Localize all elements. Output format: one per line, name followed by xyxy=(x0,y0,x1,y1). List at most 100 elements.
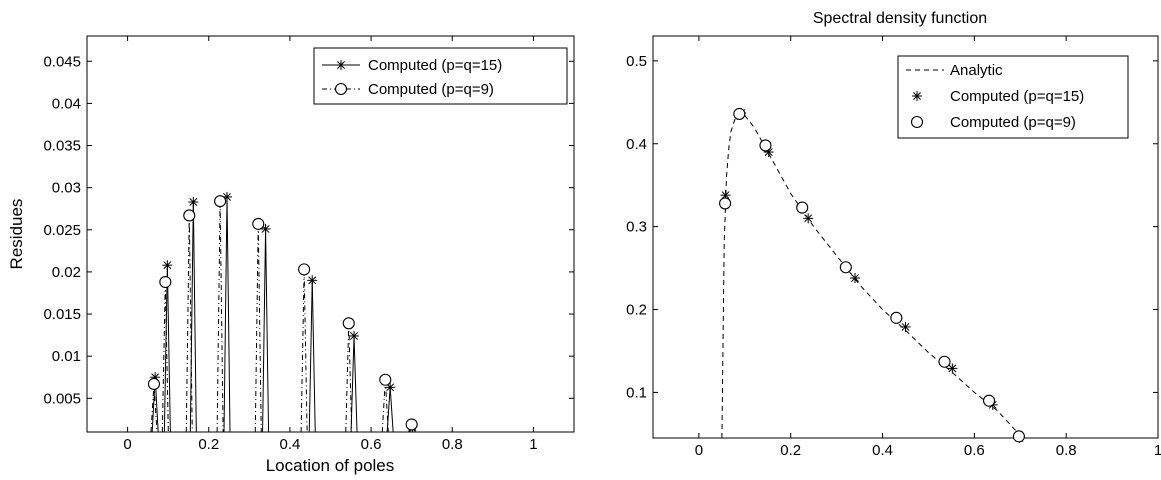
left-spike-p9 xyxy=(153,383,158,433)
right-point-p9 xyxy=(890,311,903,324)
right-legend-circle xyxy=(910,115,924,129)
right-point-p9 xyxy=(759,139,772,152)
left-spike-p15 xyxy=(189,201,194,433)
left-y-tick-label: 0.035 xyxy=(43,138,81,155)
left-spike-p9 xyxy=(384,379,389,433)
left-spike-p15 xyxy=(226,196,231,433)
left-spike-p15 xyxy=(308,280,313,433)
left-spike-p9 xyxy=(164,282,169,433)
right-point-p15 xyxy=(900,321,911,332)
right-legend: Analytic Computed (p=q=15) Computed (p=q… xyxy=(897,55,1129,139)
left-legend-marker-p15 xyxy=(336,60,346,70)
right-point-p15 xyxy=(850,273,860,284)
right-analytic-curve xyxy=(721,112,1021,439)
left-spike-p9 xyxy=(161,282,166,433)
right-y-tick-label: 0.2 xyxy=(626,302,647,319)
left-series-layer xyxy=(147,191,418,433)
left-point-p15 xyxy=(188,196,199,207)
right-y-tick-label: 0.1 xyxy=(626,384,647,401)
left-point-p9 xyxy=(405,418,418,431)
right-x-tick-label: 1 xyxy=(1154,442,1161,459)
left-point-p15 xyxy=(349,330,360,341)
left-x-tick-label: 0.2 xyxy=(198,436,219,453)
left-x-tick-label: 0.4 xyxy=(279,436,300,453)
left-legend-marker-p9 xyxy=(334,82,348,96)
left-spike-p9 xyxy=(150,383,155,433)
left-legend-label-p9: Computed (p=q=9) xyxy=(368,81,494,98)
left-x-tick-label: 1 xyxy=(529,436,537,453)
left-x-tick-label: 0.6 xyxy=(361,436,382,453)
left-point-p15 xyxy=(162,260,173,271)
right-legend-label-p15: Computed (p=q=15) xyxy=(950,88,1084,105)
left-point-p9 xyxy=(159,275,172,289)
right-point-p9 xyxy=(733,107,746,120)
left-y-tick-label: 0.01 xyxy=(52,348,81,365)
right-x-tick-label: 0 xyxy=(695,442,703,459)
left-spike-p9 xyxy=(303,269,308,433)
left-spike-p9 xyxy=(216,201,221,433)
left-spike-p9 xyxy=(254,223,259,433)
left-legend-asterisk xyxy=(336,60,346,70)
left-x-tick-label: 0 xyxy=(123,436,131,453)
right-point-p9 xyxy=(839,261,852,274)
left-y-tick-label: 0.04 xyxy=(52,95,81,112)
left-spike-p9 xyxy=(381,379,386,433)
right-point-p9 xyxy=(1012,430,1025,443)
right-legend-marker-p15 xyxy=(912,91,922,101)
left-spike-p9 xyxy=(188,215,193,433)
left-chart: 0 0.2 0.4 0.6 0.8 1 0.005 0.01 0.015 0.02 0.025 0.0… xyxy=(7,35,575,475)
left-point-p9 xyxy=(342,317,355,330)
left-legend-box xyxy=(313,47,568,105)
right-point-p9 xyxy=(938,355,951,368)
left-legend-label-p15: Computed (p=q=15) xyxy=(368,57,502,74)
left-spike-p9 xyxy=(300,269,305,433)
left-spike-p15 xyxy=(389,387,394,433)
right-x-tick-label: 0.6 xyxy=(964,442,985,459)
right-x-tick-label: 0.2 xyxy=(780,442,801,459)
right-legend-label-analytic: Analytic xyxy=(950,62,1003,79)
right-legend-asterisk xyxy=(912,91,922,101)
left-y-tick-label: 0.015 xyxy=(43,306,81,323)
left-y-tick-label: 0.02 xyxy=(52,264,81,281)
right-point-p9 xyxy=(796,201,809,214)
left-legend: Computed (p=q=15) Computed (p=q=9) xyxy=(313,47,568,105)
right-point-p9 xyxy=(983,394,996,407)
left-spike-p9 xyxy=(185,215,190,433)
left-legend-circle xyxy=(334,82,348,96)
right-x-tick-label: 0.8 xyxy=(1056,442,1077,459)
right-y-tick-label: 0.5 xyxy=(626,53,647,70)
left-point-p9 xyxy=(214,195,227,208)
right-legend-label-p9: Computed (p=q=9) xyxy=(950,114,1076,131)
right-point-p9 xyxy=(719,197,732,210)
left-point-p9 xyxy=(147,377,161,391)
left-y-axis-label: Residues xyxy=(7,199,26,270)
right-y-tick-label: 0.3 xyxy=(626,219,647,236)
left-spike-p15 xyxy=(353,335,358,433)
left-y-tick-label: 0.025 xyxy=(43,222,81,239)
left-point-p9 xyxy=(379,373,392,386)
right-x-tick-label: 0.4 xyxy=(872,442,893,459)
right-tick-layer: 0 0.2 0.4 0.6 0.8 1 0.1 0.2 0.3 0.4 0.5 xyxy=(626,36,1161,459)
left-point-p15 xyxy=(307,275,318,286)
left-spike-p15 xyxy=(262,228,267,433)
left-y-tick-label: 0.045 xyxy=(43,53,81,70)
left-x-axis-label: Location of poles xyxy=(266,456,395,475)
right-point-p15 xyxy=(803,213,814,224)
right-point-p15 xyxy=(947,363,958,374)
right-y-tick-label: 0.4 xyxy=(626,136,647,153)
left-point-p9 xyxy=(252,217,265,230)
right-chart-title: Spectral density function xyxy=(813,10,987,27)
left-spike-p9 xyxy=(219,201,224,433)
left-y-tick-label: 0.03 xyxy=(52,180,81,197)
left-y-tick-label: 0.005 xyxy=(43,390,81,407)
right-series-layer xyxy=(719,107,1025,443)
left-tick-layer: 0 0.2 0.4 0.6 0.8 1 0.005 0.01 0.015 0.02 0.025 0.0… xyxy=(43,36,574,453)
left-spike-p9 xyxy=(257,223,262,433)
left-spike-p15 xyxy=(265,228,270,433)
left-x-tick-label: 0.8 xyxy=(442,436,463,453)
left-spike-p15 xyxy=(192,201,197,433)
left-spike-p15 xyxy=(163,265,168,433)
left-spike-p15 xyxy=(311,280,316,433)
right-chart: Spectral density function 0 0.2 0.4 0.6 0.8 1… xyxy=(626,10,1161,459)
